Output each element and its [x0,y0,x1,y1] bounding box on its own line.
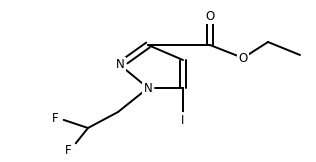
Text: I: I [181,114,185,127]
Text: N: N [116,58,125,71]
Text: N: N [144,81,152,94]
Text: O: O [205,10,215,23]
Text: F: F [52,111,58,125]
Text: O: O [238,52,248,64]
Text: F: F [65,144,71,156]
